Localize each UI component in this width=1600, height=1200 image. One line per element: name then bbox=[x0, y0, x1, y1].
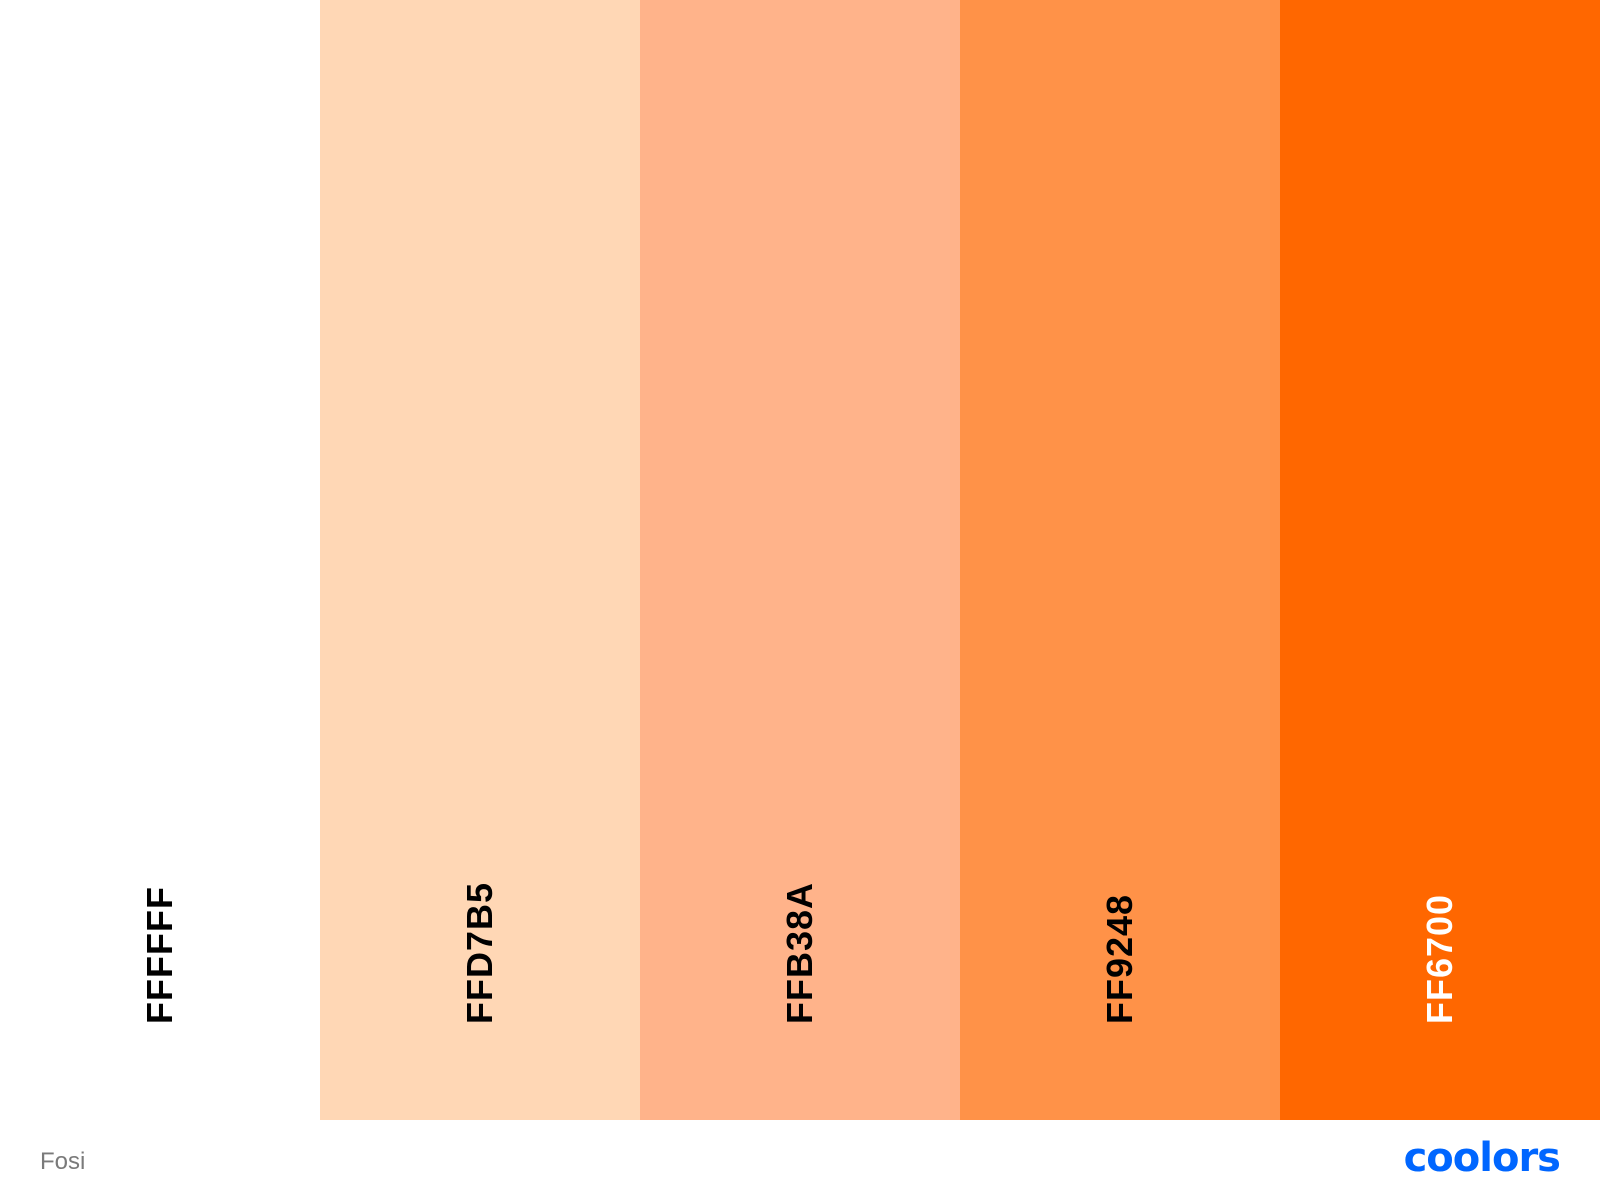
hex-code-label: FF6700 bbox=[1419, 893, 1460, 1024]
color-swatch-1[interactable]: FFFFFF bbox=[0, 0, 320, 1120]
coolors-logo[interactable]: coolors bbox=[1403, 1135, 1561, 1181]
hex-code-label: FF9248 bbox=[1099, 893, 1140, 1024]
color-swatch-2[interactable]: FFD7B5 bbox=[320, 0, 640, 1120]
hex-code-label: FFB38A bbox=[779, 881, 820, 1024]
color-swatch-4[interactable]: FF9248 bbox=[960, 0, 1280, 1120]
hex-code-label: FFD7B5 bbox=[459, 881, 500, 1024]
color-swatch-5[interactable]: FF6700 bbox=[1280, 0, 1600, 1120]
palette-name: Fosi bbox=[40, 1148, 86, 1175]
footer: Fosi coolors bbox=[0, 1120, 1600, 1200]
hex-code-label: FFFFFF bbox=[139, 886, 180, 1024]
color-palette: FFFFFF FFD7B5 FFB38A FF9248 FF6700 bbox=[0, 0, 1600, 1120]
color-swatch-3[interactable]: FFB38A bbox=[640, 0, 960, 1120]
